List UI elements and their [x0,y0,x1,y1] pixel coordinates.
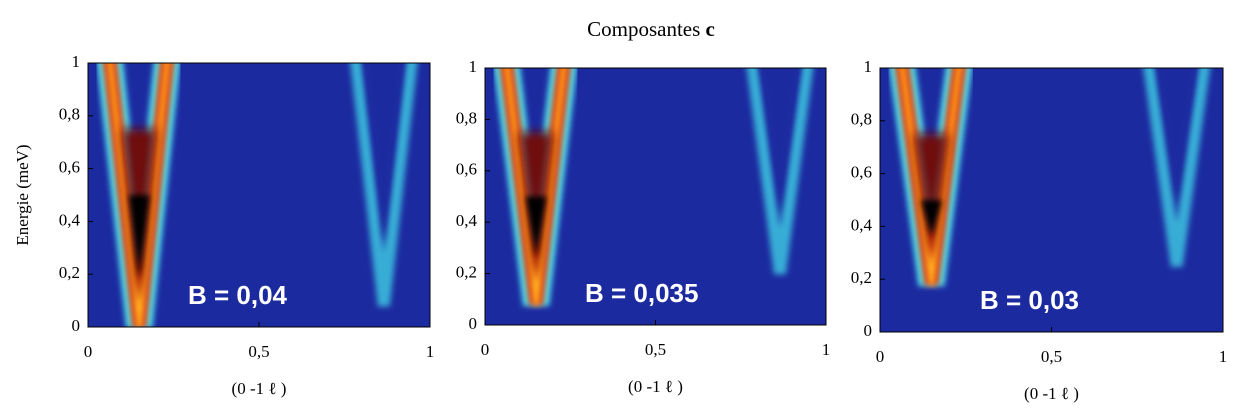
annotation: B = 0,03 [980,285,1079,315]
branch-glow [746,68,814,275]
y-tick-label: 0,2 [456,263,477,282]
y-tick-label: 0,6 [59,158,80,177]
y-tick-label: 0,6 [851,163,872,182]
x-axis-label: (0 -1 ℓ ) [232,379,287,398]
y-tick-label: 0,6 [456,160,477,179]
branch-peak [107,63,170,327]
x-tick-label: 0,5 [248,342,269,361]
y-axis-label: Energie (meV) [13,144,32,245]
branch-core [363,63,405,240]
branch-fill [914,134,949,259]
x-tick-label: 0 [84,342,93,361]
annotation: B = 0,04 [188,280,288,310]
branch-glow [350,63,418,307]
intensity-map [493,68,814,307]
figure-title: Composantes c [587,17,715,41]
y-tick-label: 0,8 [851,110,872,129]
x-tick-label: 1 [822,340,831,359]
branch-peak [899,68,962,285]
x-axis-label: (0 -1 ℓ ) [1024,384,1079,403]
branch-dark [921,200,942,237]
branch-core [1156,68,1197,200]
x-tick-label: 1 [426,342,435,361]
y-tick-label: 1 [469,57,478,76]
y-tick-label: 0,4 [851,215,873,234]
y-tick-label: 0,8 [59,105,80,124]
y-tick-label: 0 [72,316,81,335]
y-tick-label: 1 [72,52,81,71]
x-tick-label: 1 [1219,347,1228,366]
x-axis-label: (0 -1 ℓ ) [628,377,683,396]
y-tick-label: 0 [864,321,873,340]
branch-core [759,68,801,210]
y-tick-label: 0,4 [456,211,478,230]
annotation: B = 0,035 [585,278,698,308]
y-tick-label: 0,8 [456,108,477,127]
x-tick-label: 0,5 [645,340,666,359]
branch-peak [504,68,567,305]
y-tick-label: 0,4 [59,210,81,229]
branch-dark [129,195,150,280]
branch-dark [525,196,547,259]
y-tick-label: 0 [469,314,478,333]
intensity-map [889,68,1211,287]
y-tick-label: 0,2 [851,268,872,287]
y-tick-label: 0,2 [59,263,80,282]
x-tick-label: 0 [481,340,490,359]
branch-glow [1143,68,1211,267]
x-tick-label: 0,5 [1041,347,1062,366]
intensity-map [96,63,418,327]
y-tick-label: 1 [864,57,873,76]
x-tick-label: 0 [876,347,885,366]
